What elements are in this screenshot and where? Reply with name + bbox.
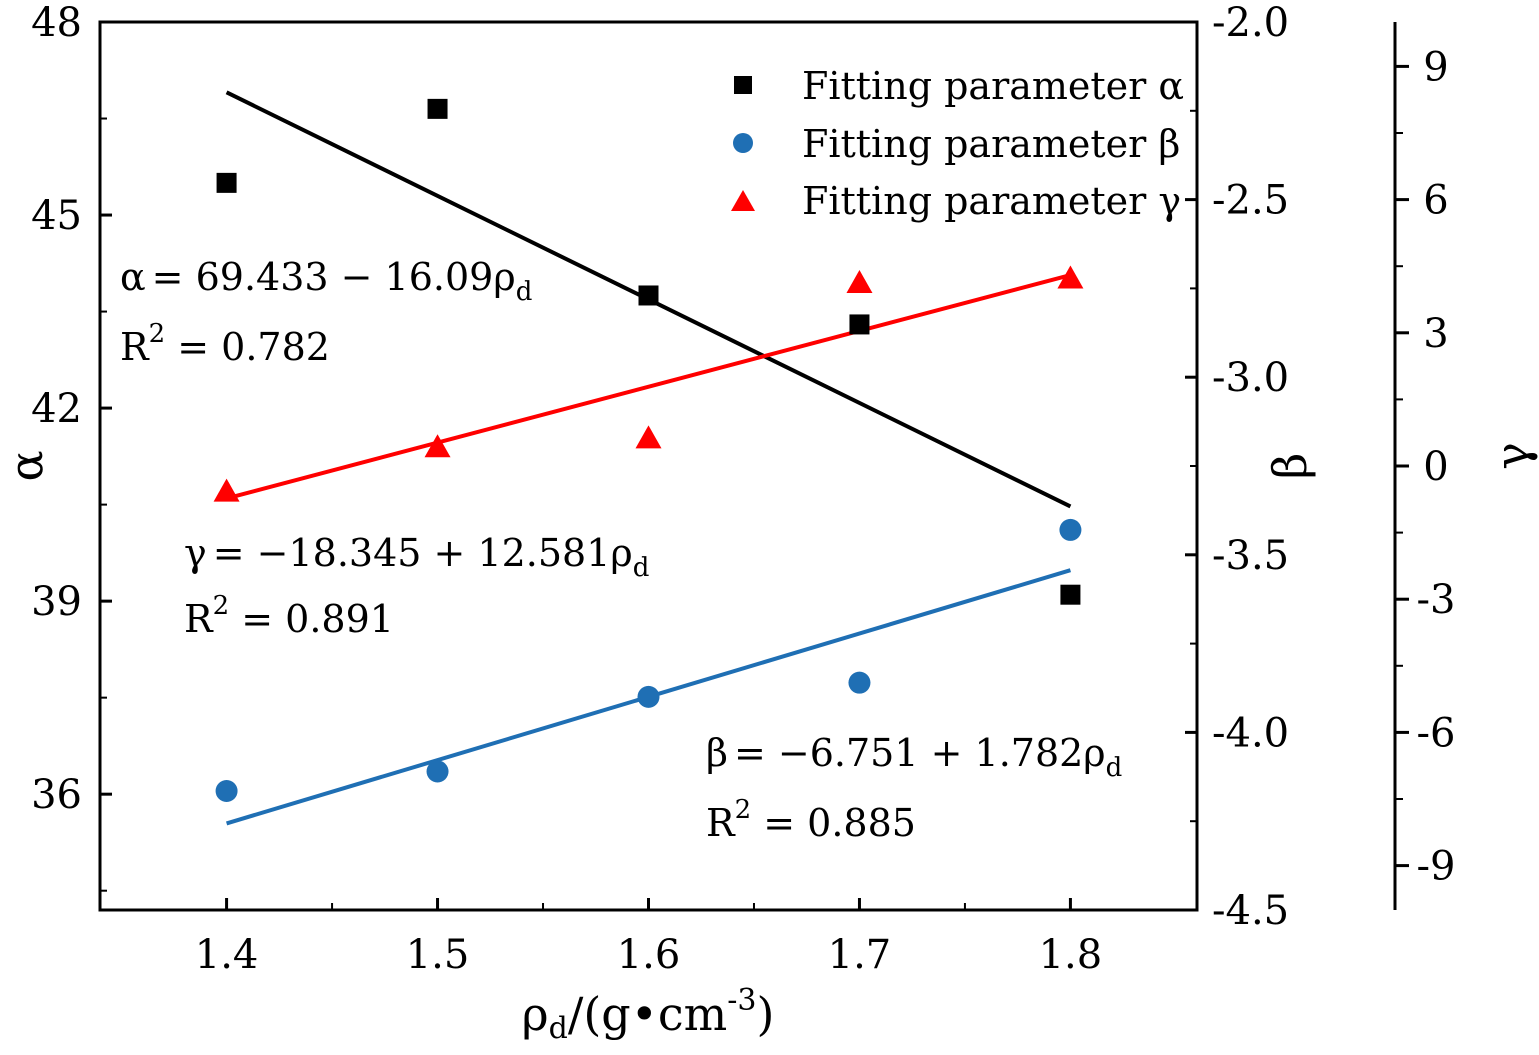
legend-marker-alpha xyxy=(734,76,752,94)
point-gamma-1.4 xyxy=(213,478,240,502)
beta-tick-label--4.5: -4.5 xyxy=(1212,888,1289,934)
x-tick-label-1.4: 1.4 xyxy=(195,932,259,978)
alpha-tick-label-39: 39 xyxy=(31,579,82,625)
alpha-axis-title: α xyxy=(0,450,53,481)
alpha-tick-label-45: 45 xyxy=(31,193,82,239)
gamma-tick-label--3: -3 xyxy=(1417,577,1456,623)
fit-line-gamma xyxy=(226,273,1071,501)
point-alpha-1.4 xyxy=(216,172,237,193)
point-beta-1.8 xyxy=(1059,518,1082,541)
point-alpha-1.6 xyxy=(638,285,659,306)
point-beta-1.4 xyxy=(215,780,238,803)
point-gamma-1.6 xyxy=(635,425,662,449)
point-alpha-1.5 xyxy=(427,98,448,119)
point-beta-1.5 xyxy=(426,760,449,783)
equation-beta-r2: R2 = 0.885 xyxy=(706,795,916,845)
point-alpha-1.8 xyxy=(1060,584,1081,605)
gamma-tick-label-3: 3 xyxy=(1423,311,1448,357)
data-markers xyxy=(213,98,1084,803)
legend-label-alpha: Fitting parameter α xyxy=(802,64,1184,108)
gamma-axis: -9 -6 -3 0 3 6 9 xyxy=(1395,44,1456,890)
equation-gamma-r2: R2 = 0.891 xyxy=(184,591,394,641)
equation-gamma-text: γ = −18.345 + 12.581ρd xyxy=(184,531,649,583)
legend-marker-beta xyxy=(733,133,753,153)
equation-beta-text: β = −6.751 + 1.782ρd xyxy=(706,731,1122,783)
legend: Fitting parameter α Fitting parameter β … xyxy=(731,64,1184,223)
legend-label-beta: Fitting parameter β xyxy=(802,122,1180,166)
equation-beta: β = −6.751 + 1.782ρd R2 = 0.885 xyxy=(706,731,1122,845)
gamma-axis-title: γ xyxy=(1485,442,1539,470)
alpha-tick-label-42: 42 xyxy=(31,386,82,432)
x-axis-title: ρd/(g•cm-3) xyxy=(522,983,775,1046)
point-gamma-1.7 xyxy=(846,269,873,293)
x-tick-label-1.7: 1.7 xyxy=(828,932,892,978)
point-beta-1.7 xyxy=(848,671,871,694)
equation-alpha: α = 69.433 − 16.09ρd R2 = 0.782 xyxy=(120,255,532,369)
beta-tick-label--2.5: -2.5 xyxy=(1212,178,1289,224)
beta-tick-label--4.0: -4.0 xyxy=(1212,710,1289,756)
gamma-tick-label-0: 0 xyxy=(1423,444,1448,490)
beta-tick-label--3.5: -3.5 xyxy=(1212,533,1289,579)
point-gamma-1.5 xyxy=(424,434,451,458)
beta-tick-label--2.0: -2.0 xyxy=(1212,0,1289,46)
equation-gamma: γ = −18.345 + 12.581ρd R2 = 0.891 xyxy=(184,531,649,641)
alpha-tick-label-48: 48 xyxy=(31,0,82,46)
point-alpha-1.7 xyxy=(849,314,870,335)
gamma-tick-label--6: -6 xyxy=(1417,710,1456,756)
x-axis: 1.4 1.5 1.6 1.7 1.8 xyxy=(195,898,1102,978)
alpha-axis: 36 39 42 45 48 xyxy=(31,0,112,892)
alpha-tick-label-36: 36 xyxy=(31,772,82,818)
beta-axis-title: β xyxy=(1263,453,1317,480)
x-tick-label-1.5: 1.5 xyxy=(406,932,470,978)
gamma-tick-label-9: 9 xyxy=(1423,44,1448,90)
x-tick-label-1.8: 1.8 xyxy=(1039,932,1103,978)
gamma-tick-label--9: -9 xyxy=(1417,844,1456,890)
legend-label-gamma: Fitting parameter γ xyxy=(802,179,1181,223)
equation-alpha-r2: R2 = 0.782 xyxy=(120,319,330,369)
gamma-tick-label-6: 6 xyxy=(1423,178,1448,224)
legend-marker-gamma xyxy=(731,190,755,211)
beta-axis: -4.5 -4.0 -3.5 -3.0 -2.5 -2.0 xyxy=(1185,0,1289,934)
point-beta-1.6 xyxy=(637,685,660,708)
equation-alpha-text: α = 69.433 − 16.09ρd xyxy=(120,255,532,307)
point-gamma-1.8 xyxy=(1057,265,1084,289)
beta-tick-label--3.0: -3.0 xyxy=(1212,355,1289,401)
x-tick-label-1.6: 1.6 xyxy=(617,932,681,978)
